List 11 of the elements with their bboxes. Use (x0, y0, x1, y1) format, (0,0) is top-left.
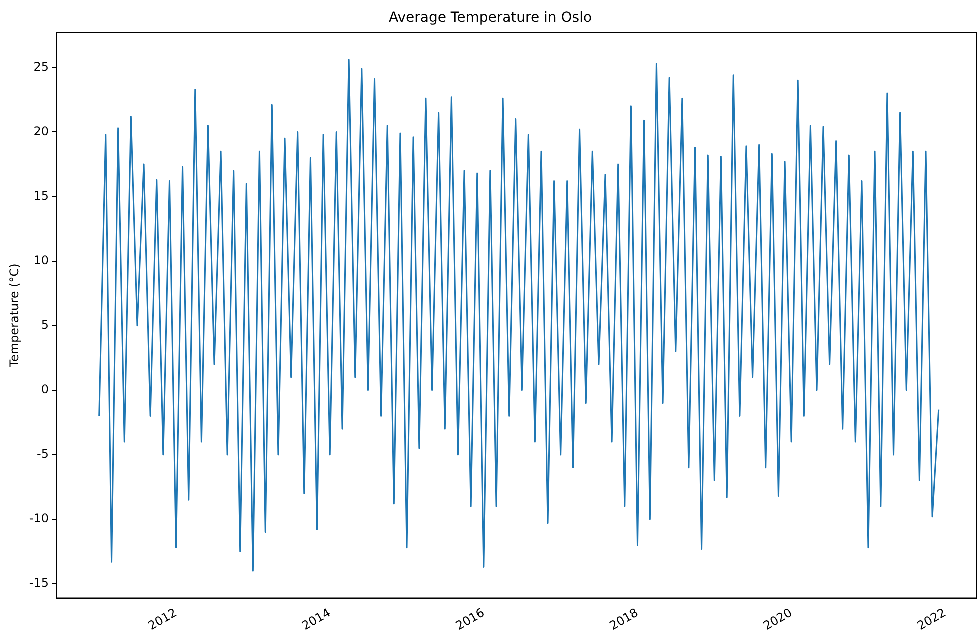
y-tick-label: 15 (34, 188, 49, 203)
y-tick-label: 10 (34, 253, 49, 268)
y-tick-label: -15 (29, 576, 49, 590)
y-tick-label: 20 (34, 124, 49, 138)
y-tick-label: 5 (41, 318, 49, 332)
y-tick-label: 0 (41, 382, 49, 397)
y-tick-label: -5 (37, 447, 49, 462)
y-tick-label: 25 (34, 60, 49, 74)
y-tick-label: -10 (29, 512, 49, 526)
y-axis-title: Temperature (°C) (7, 264, 22, 368)
chart-title: Average Temperature in Oslo (388, 10, 592, 26)
